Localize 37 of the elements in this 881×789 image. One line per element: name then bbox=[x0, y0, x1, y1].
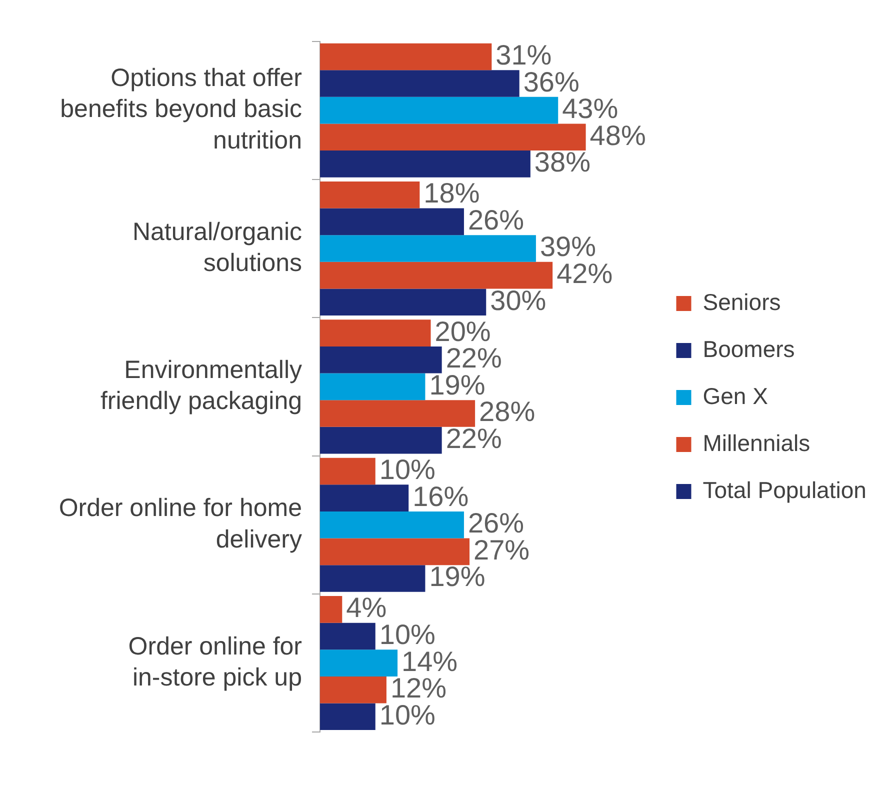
data-label: 30% bbox=[490, 284, 546, 316]
legend-label: Millennials bbox=[702, 430, 810, 456]
bar bbox=[320, 182, 420, 208]
bar bbox=[320, 703, 376, 730]
bar bbox=[320, 262, 553, 289]
bar bbox=[320, 208, 464, 236]
y-tick-label: Environmentally friendly packaging bbox=[100, 356, 302, 416]
bar bbox=[320, 622, 376, 650]
y-tick-label: Natural/organic solutions bbox=[132, 218, 302, 278]
legend-label: Total Population bbox=[702, 476, 866, 503]
legend-label: Gen X bbox=[702, 382, 768, 409]
data-label: 38% bbox=[534, 146, 590, 178]
bar bbox=[320, 650, 398, 676]
bar bbox=[320, 288, 486, 316]
bar bbox=[320, 426, 442, 454]
bar bbox=[320, 70, 520, 97]
y-tick-label: Options that offer benefits beyond basic nutrition bbox=[60, 64, 302, 154]
bar bbox=[320, 346, 442, 374]
bar bbox=[320, 565, 426, 592]
bar bbox=[320, 538, 470, 566]
bar bbox=[320, 96, 558, 124]
bar bbox=[320, 400, 476, 427]
bar bbox=[320, 676, 386, 704]
bar bbox=[320, 43, 492, 70]
bar bbox=[320, 484, 409, 512]
bar bbox=[320, 458, 376, 485]
bar bbox=[320, 124, 586, 151]
y-tick-label: Order online for home delivery bbox=[58, 494, 302, 554]
bar bbox=[320, 596, 342, 623]
bar bbox=[320, 150, 530, 178]
legend-label: Boomers bbox=[702, 336, 795, 362]
bar bbox=[320, 320, 431, 346]
bar bbox=[320, 235, 536, 262]
bar bbox=[320, 373, 426, 400]
bar bbox=[320, 511, 464, 538]
legend-label: Seniors bbox=[702, 288, 781, 315]
y-tick-label: Order online for in-store pick up bbox=[128, 632, 302, 692]
